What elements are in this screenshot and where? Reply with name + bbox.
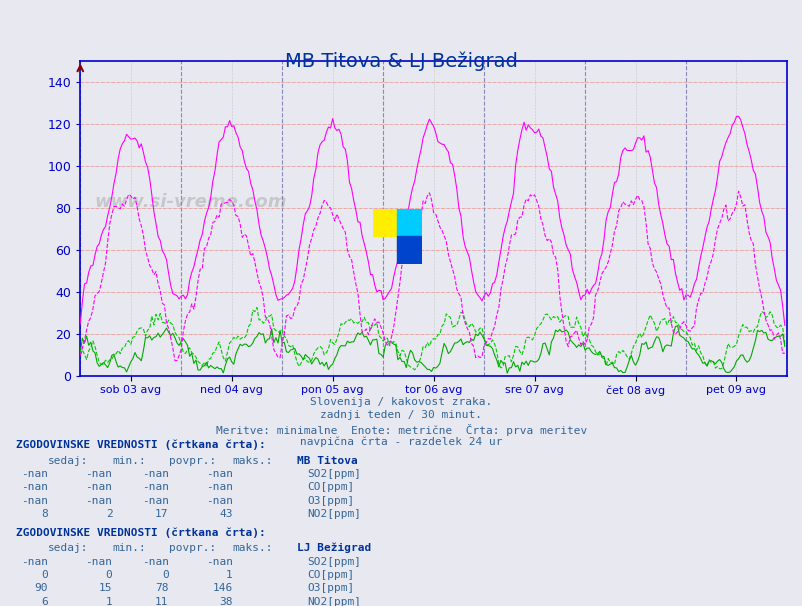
- Text: 2: 2: [106, 509, 112, 519]
- Text: CO[ppm]: CO[ppm]: [307, 570, 354, 580]
- Text: O3[ppm]: O3[ppm]: [307, 584, 354, 593]
- Text: O3[ppm]: O3[ppm]: [307, 496, 354, 505]
- Text: 15: 15: [99, 584, 112, 593]
- Text: povpr.:: povpr.:: [168, 456, 216, 465]
- Text: -nan: -nan: [21, 482, 48, 492]
- Text: -nan: -nan: [21, 557, 48, 567]
- Text: MB Titova: MB Titova: [297, 456, 358, 465]
- Text: -nan: -nan: [141, 557, 168, 567]
- Text: min.:: min.:: [112, 544, 146, 553]
- Text: sedaj:: sedaj:: [48, 456, 88, 465]
- Text: -nan: -nan: [85, 496, 112, 505]
- Text: -nan: -nan: [205, 496, 233, 505]
- Text: ZGODOVINSKE VREDNOSTI (črtkana črta):: ZGODOVINSKE VREDNOSTI (črtkana črta):: [16, 440, 265, 450]
- Text: -nan: -nan: [141, 469, 168, 479]
- Text: -nan: -nan: [141, 482, 168, 492]
- Text: -nan: -nan: [85, 482, 112, 492]
- Text: 1: 1: [226, 570, 233, 580]
- Text: LJ Bežigrad: LJ Bežigrad: [297, 543, 371, 553]
- Text: zadnji teden / 30 minut.: zadnji teden / 30 minut.: [320, 410, 482, 421]
- Text: Meritve: minimalne  Enote: metrične  Črta: prva meritev: Meritve: minimalne Enote: metrične Črta:…: [216, 424, 586, 436]
- Text: ZGODOVINSKE VREDNOSTI (črtkana črta):: ZGODOVINSKE VREDNOSTI (črtkana črta):: [16, 528, 265, 538]
- Text: 78: 78: [155, 584, 168, 593]
- Text: 1: 1: [106, 597, 112, 606]
- Text: 146: 146: [213, 584, 233, 593]
- Text: MB Titova & LJ Bežigrad: MB Titova & LJ Bežigrad: [285, 52, 517, 71]
- Text: -nan: -nan: [85, 557, 112, 567]
- Text: -nan: -nan: [205, 469, 233, 479]
- Text: CO[ppm]: CO[ppm]: [307, 482, 354, 492]
- Text: SO2[ppm]: SO2[ppm]: [307, 469, 361, 479]
- Bar: [397, 236, 421, 264]
- Text: -nan: -nan: [21, 496, 48, 505]
- Bar: [373, 209, 397, 236]
- Text: 8: 8: [42, 509, 48, 519]
- Text: -nan: -nan: [85, 469, 112, 479]
- Text: 6: 6: [42, 597, 48, 606]
- Text: 0: 0: [106, 570, 112, 580]
- Text: maks.:: maks.:: [233, 456, 273, 465]
- Text: 38: 38: [219, 597, 233, 606]
- Text: -nan: -nan: [21, 469, 48, 479]
- Text: povpr.:: povpr.:: [168, 544, 216, 553]
- Text: navpična črta - razdelek 24 ur: navpična črta - razdelek 24 ur: [300, 437, 502, 447]
- Text: 0: 0: [162, 570, 168, 580]
- Text: min.:: min.:: [112, 456, 146, 465]
- Text: 11: 11: [155, 597, 168, 606]
- Text: 90: 90: [34, 584, 48, 593]
- Text: 43: 43: [219, 509, 233, 519]
- Text: -nan: -nan: [205, 557, 233, 567]
- Text: www.si-vreme.com: www.si-vreme.com: [95, 193, 286, 211]
- Bar: [397, 209, 421, 236]
- Text: NO2[ppm]: NO2[ppm]: [307, 597, 361, 606]
- Text: sedaj:: sedaj:: [48, 544, 88, 553]
- Text: -nan: -nan: [205, 482, 233, 492]
- Text: 17: 17: [155, 509, 168, 519]
- Text: maks.:: maks.:: [233, 544, 273, 553]
- Text: NO2[ppm]: NO2[ppm]: [307, 509, 361, 519]
- Text: SO2[ppm]: SO2[ppm]: [307, 557, 361, 567]
- Text: -nan: -nan: [141, 496, 168, 505]
- Text: 0: 0: [42, 570, 48, 580]
- Text: Slovenija / kakovost zraka.: Slovenija / kakovost zraka.: [310, 397, 492, 407]
